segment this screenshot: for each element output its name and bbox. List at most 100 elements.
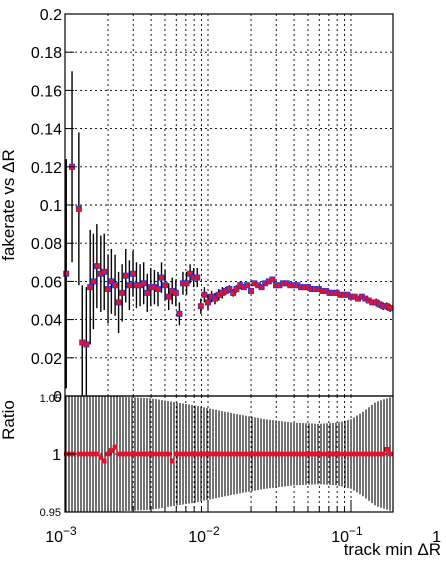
top-data-point bbox=[115, 299, 122, 306]
top-data-point bbox=[201, 291, 208, 298]
top-markers bbox=[63, 163, 394, 348]
ratio-data-point bbox=[252, 451, 257, 457]
top-y-tick-label: 0.18 bbox=[31, 45, 62, 62]
ratio-data-point bbox=[79, 451, 85, 457]
ratio-data-point bbox=[298, 451, 304, 457]
ratio-outlier-point bbox=[112, 444, 118, 450]
top-y-tick-label: 0.02 bbox=[31, 351, 62, 368]
ratio-markers bbox=[63, 444, 393, 464]
top-data-point bbox=[387, 305, 394, 312]
ratio-data-point bbox=[291, 451, 297, 457]
ratio-data-point bbox=[287, 451, 293, 457]
ratio-data-point bbox=[87, 451, 93, 457]
ratio-data-point bbox=[180, 451, 186, 457]
top-y-tick-label: 0 bbox=[53, 389, 62, 406]
ratio-data-point bbox=[330, 451, 336, 457]
top-data-point bbox=[101, 268, 108, 275]
ratio-data-point bbox=[380, 451, 386, 457]
ratio-data-point bbox=[94, 451, 100, 457]
ratio-data-point bbox=[191, 451, 196, 457]
top-data-point bbox=[258, 284, 265, 291]
ratio-data-point bbox=[209, 451, 214, 457]
ratio-data-point bbox=[241, 451, 247, 457]
top-data-point bbox=[162, 282, 169, 289]
top-data-point bbox=[83, 341, 90, 348]
x-axis-ticks: 10−3 10−2 10−1 1 bbox=[45, 500, 441, 546]
ratio-outlier-point bbox=[98, 455, 104, 460]
top-data-point bbox=[154, 286, 161, 293]
ratio-data-point bbox=[359, 451, 365, 457]
ratio-data-point bbox=[280, 451, 286, 457]
ratio-data-point bbox=[337, 451, 343, 457]
ratio-data-point bbox=[130, 451, 136, 457]
top-data-point bbox=[244, 282, 251, 289]
ratio-data-point bbox=[134, 451, 139, 457]
top-data-point bbox=[122, 272, 129, 279]
ratio-data-point bbox=[377, 451, 382, 457]
top-data-point bbox=[187, 270, 194, 277]
ratio-data-point bbox=[198, 451, 204, 457]
top-data-point bbox=[226, 286, 233, 293]
top-y-tick-label: 0.06 bbox=[31, 274, 62, 291]
bottom-y-tick-label: 1 bbox=[52, 447, 61, 464]
ratio-data-point bbox=[177, 451, 182, 457]
ratio-data-point bbox=[320, 451, 325, 457]
top-data-point bbox=[112, 282, 119, 289]
ratio-data-point bbox=[302, 451, 307, 457]
ratio-data-point bbox=[355, 451, 361, 457]
top-data-point bbox=[204, 299, 211, 306]
ratio-data-point bbox=[284, 451, 289, 457]
x-tick-label: 10−1 bbox=[331, 524, 363, 546]
ratio-data-point bbox=[194, 451, 200, 457]
x-tick-label: 1 bbox=[432, 529, 441, 546]
top-y-axis-label: fakerate vs ΔR bbox=[0, 149, 18, 261]
bottom-gridlines bbox=[65, 396, 393, 512]
top-data-point bbox=[158, 274, 165, 281]
ratio-outlier-point bbox=[101, 458, 107, 464]
ratio-data-point bbox=[141, 451, 146, 457]
ratio-data-point bbox=[202, 451, 207, 457]
ratio-data-point bbox=[91, 451, 96, 457]
x-tick-label: 10−2 bbox=[188, 524, 220, 546]
ratio-data-point bbox=[212, 451, 218, 457]
ratio-data-point bbox=[123, 451, 129, 457]
top-data-point bbox=[93, 263, 100, 270]
ratio-data-point bbox=[273, 451, 279, 457]
ratio-data-point bbox=[137, 451, 143, 457]
ratio-data-point bbox=[220, 451, 225, 457]
ratio-data-point bbox=[234, 451, 239, 457]
ratio-data-point bbox=[148, 451, 154, 457]
ratio-data-point bbox=[162, 451, 168, 457]
ratio-data-point bbox=[387, 451, 393, 457]
ratio-data-point bbox=[309, 451, 314, 457]
ratio-data-point bbox=[363, 451, 368, 457]
ratio-data-point bbox=[127, 451, 132, 457]
x-tick-label: 10−3 bbox=[45, 524, 77, 546]
ratio-data-point bbox=[237, 451, 243, 457]
top-data-point bbox=[126, 282, 133, 289]
ratio-data-point bbox=[341, 451, 347, 457]
bottom-y-tick-label: 1.05 bbox=[40, 393, 61, 405]
ratio-data-point bbox=[216, 451, 222, 457]
ratio-outlier-point bbox=[108, 448, 114, 453]
ratio-data-point bbox=[327, 451, 332, 457]
top-data-point bbox=[130, 270, 137, 277]
top-gridlines bbox=[65, 14, 393, 396]
ratio-data-point bbox=[119, 451, 125, 457]
ratio-data-point bbox=[166, 451, 171, 457]
top-data-point bbox=[144, 289, 151, 296]
top-data-point bbox=[75, 205, 82, 212]
ratio-data-point bbox=[116, 451, 121, 457]
ratio-data-point bbox=[184, 451, 189, 457]
ratio-data-point bbox=[312, 451, 318, 457]
ratio-data-point bbox=[155, 451, 161, 457]
ratio-data-point bbox=[173, 451, 179, 457]
top-data-point bbox=[165, 293, 172, 300]
ratio-data-point bbox=[255, 451, 261, 457]
ratio-data-point bbox=[84, 451, 89, 457]
top-data-point bbox=[90, 278, 97, 285]
top-data-point bbox=[197, 303, 204, 310]
bottom-y-tick-label: 0.95 bbox=[40, 507, 61, 519]
ratio-data-point bbox=[187, 451, 193, 457]
